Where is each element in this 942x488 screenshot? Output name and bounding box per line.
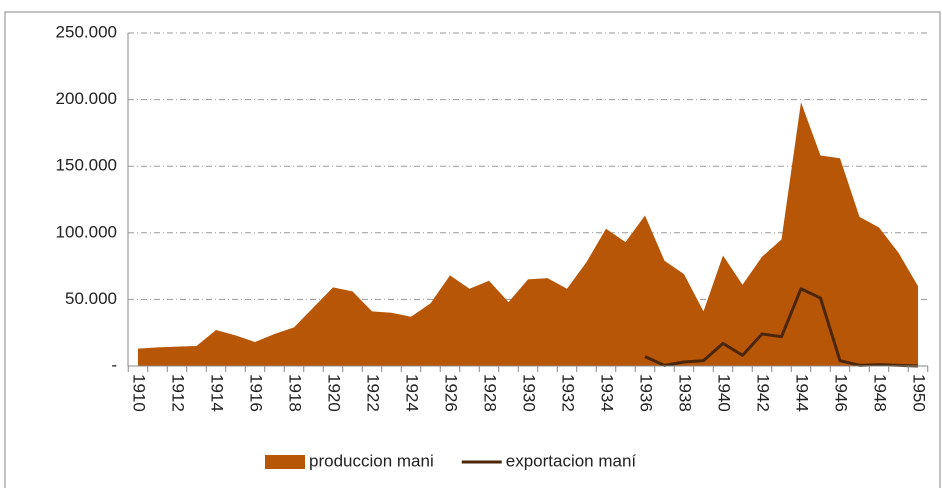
y-tick-label: -: [111, 355, 117, 374]
x-tick-label: 1948: [871, 374, 890, 412]
area: [138, 102, 918, 366]
x-tick-label: 1934: [598, 374, 617, 412]
legend-label: exportacion maní: [506, 451, 637, 470]
x-tick-label: 1926: [442, 374, 461, 412]
x-tick-label: 1928: [481, 374, 500, 412]
y-tick-label: 50.000: [65, 289, 117, 308]
x-tick-label: 1920: [325, 374, 344, 412]
x-tick-label: 1922: [364, 374, 383, 412]
x-tick-label: 1914: [208, 374, 227, 412]
x-tick-label: 1936: [637, 374, 656, 412]
x-tick-label: 1944: [793, 374, 812, 412]
x-tick-label: 1912: [169, 374, 188, 412]
x-tick-label: 1932: [559, 374, 578, 412]
y-tick-label: 150.000: [56, 156, 117, 175]
legend-label: produccion mani: [309, 451, 434, 470]
line: [644, 287, 919, 368]
x-tick-label: 1918: [286, 374, 305, 412]
x-tick-label: 1916: [247, 374, 266, 412]
x-tick-label: 1950: [910, 374, 929, 412]
legend-swatch: [265, 455, 305, 469]
y-tick-label: 200.000: [56, 89, 117, 108]
x-tick-label: 1924: [403, 374, 422, 412]
x-tick-label: 1938: [676, 374, 695, 412]
y-tick-label: 250.000: [56, 22, 117, 41]
x-tick-label: 1930: [520, 374, 539, 412]
x-tick-label: 1946: [832, 374, 851, 412]
x-tick-label: 1940: [715, 374, 734, 412]
x-tick-label: 1942: [754, 374, 773, 412]
x-tick-label: 1910: [130, 374, 149, 412]
y-tick-label: 100.000: [56, 222, 117, 241]
